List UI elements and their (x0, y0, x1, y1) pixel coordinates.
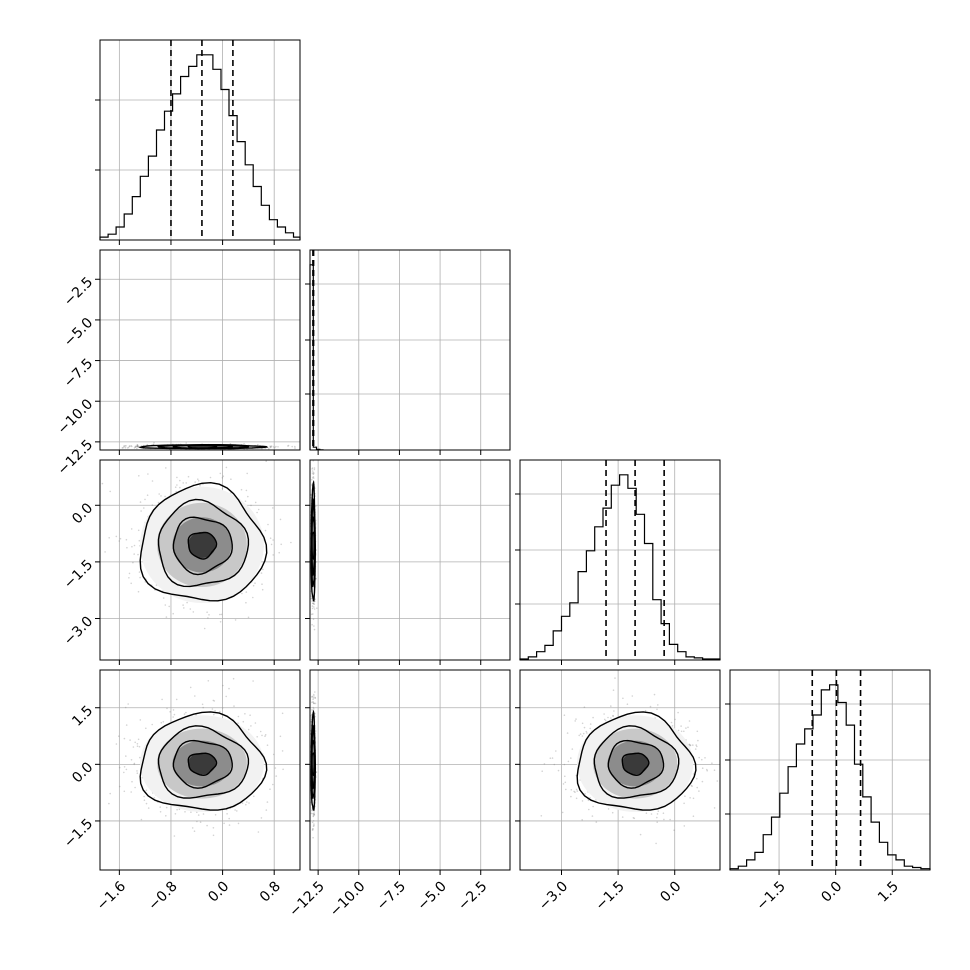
x-tick-label: −3.0 (536, 878, 571, 913)
histogram-step-p0 (99, 54, 301, 240)
histogram-p0 (95, 39, 301, 245)
panel-frame (519, 459, 721, 661)
y-tick-label: −1.5 (61, 557, 96, 592)
y-tick-label: −3.0 (61, 613, 96, 648)
x-tick-labels-p3: −1.5 0.0 1.5 (753, 878, 902, 913)
panel-frame (309, 249, 511, 451)
panel-frame (99, 669, 301, 871)
x-tick-label: 0.0 (657, 878, 684, 905)
histogram-p2 (515, 459, 721, 665)
x-tick-label: −1.6 (94, 878, 129, 913)
panel-frame (309, 669, 511, 871)
histogram-p3 (725, 669, 931, 875)
y-tick-labels-p1: −12.5−10.0 −7.5 −5.0 −2.5 (55, 274, 97, 478)
y-tick-labels-p2: −3.0 −1.5 0.0 (61, 500, 96, 649)
x-tick-label: −7.5 (374, 878, 409, 913)
scatter-p2-p3 (515, 669, 721, 875)
x-tick-labels-p0: −1.6 −0.8 0.0 0.8 (94, 878, 284, 913)
scatter-p1-p2 (305, 459, 511, 665)
x-tick-label: −0.8 (145, 878, 180, 913)
panel-frame (729, 669, 931, 871)
x-tick-label: 0.0 (818, 878, 845, 905)
x-tick-label: −1.5 (753, 878, 788, 913)
scatter-p0-p1 (95, 249, 301, 455)
panel-frame (99, 39, 301, 241)
histogram-step-p1 (309, 264, 324, 451)
y-tick-labels-p3: −1.5 0.0 1.5 (61, 703, 96, 852)
panel-frame (309, 459, 511, 661)
y-tick-label: −5.0 (61, 315, 96, 350)
y-tick-label: −10.0 (55, 396, 97, 438)
y-tick-label: 0.0 (69, 500, 96, 527)
x-tick-label: 0.8 (257, 878, 284, 905)
x-tick-label: −2.5 (455, 878, 490, 913)
panel-frame (99, 459, 301, 661)
x-tick-labels-p2: −3.0 −1.5 0.0 (536, 878, 685, 913)
scatter-p0-p3 (95, 669, 301, 875)
y-tick-label: −12.5 (55, 437, 97, 479)
x-tick-label: 0.0 (205, 878, 232, 905)
y-tick-label: 0.0 (69, 759, 96, 786)
y-tick-label: −7.5 (61, 356, 96, 391)
scatter-p0-p2 (95, 459, 301, 665)
y-tick-label: −1.5 (61, 816, 96, 851)
histogram-p1 (305, 249, 511, 455)
x-tick-label: −5.0 (414, 878, 449, 913)
scatter-p1-p3 (305, 669, 511, 875)
x-tick-label: 1.5 (875, 878, 902, 905)
x-tick-label: −12.5 (286, 878, 328, 920)
panel-frame (99, 249, 301, 451)
x-tick-label: −1.5 (593, 878, 628, 913)
panel-frame (519, 669, 721, 871)
y-tick-label: 1.5 (69, 703, 96, 730)
histogram-step-p3 (729, 684, 931, 870)
histogram-step-p2 (519, 474, 721, 660)
y-tick-label: −2.5 (61, 274, 96, 309)
x-tick-label: −10.0 (327, 878, 369, 920)
x-tick-labels-p1: −12.5 −10.0 −7.5 −5.0 −2.5 (286, 878, 490, 920)
